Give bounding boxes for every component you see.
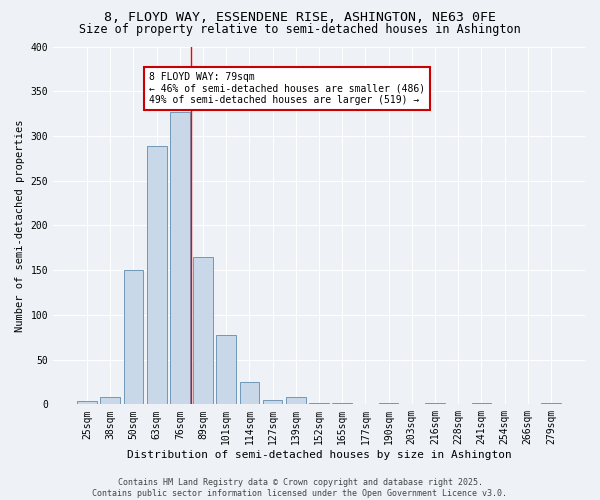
X-axis label: Distribution of semi-detached houses by size in Ashington: Distribution of semi-detached houses by … bbox=[127, 450, 511, 460]
Bar bbox=[263, 400, 283, 404]
Bar bbox=[193, 256, 213, 404]
Text: Size of property relative to semi-detached houses in Ashington: Size of property relative to semi-detach… bbox=[79, 22, 521, 36]
Text: 8 FLOYD WAY: 79sqm
← 46% of semi-detached houses are smaller (486)
49% of semi-d: 8 FLOYD WAY: 79sqm ← 46% of semi-detache… bbox=[149, 72, 425, 104]
Bar bbox=[309, 402, 329, 404]
Y-axis label: Number of semi-detached properties: Number of semi-detached properties bbox=[15, 119, 25, 332]
Bar bbox=[239, 382, 259, 404]
Bar bbox=[124, 270, 143, 404]
Bar bbox=[77, 401, 97, 404]
Bar bbox=[379, 402, 398, 404]
Text: 8, FLOYD WAY, ESSENDENE RISE, ASHINGTON, NE63 0FE: 8, FLOYD WAY, ESSENDENE RISE, ASHINGTON,… bbox=[104, 11, 496, 24]
Bar bbox=[217, 334, 236, 404]
Text: Contains HM Land Registry data © Crown copyright and database right 2025.
Contai: Contains HM Land Registry data © Crown c… bbox=[92, 478, 508, 498]
Bar bbox=[147, 146, 167, 405]
Bar bbox=[170, 112, 190, 405]
Bar bbox=[286, 397, 305, 404]
Bar bbox=[100, 397, 120, 404]
